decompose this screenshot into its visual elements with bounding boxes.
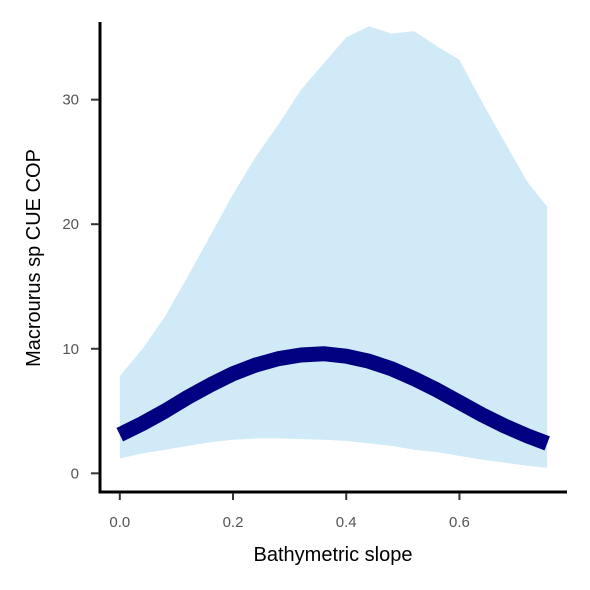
y-tick-label: 0 (71, 465, 79, 482)
x-tick-label: 0.2 (223, 514, 244, 531)
y-tick-label: 20 (62, 216, 79, 233)
y-axis-ticks: 0 10 20 30 (62, 92, 99, 482)
x-axis-ticks: 0.0 0.2 0.4 0.6 (109, 493, 470, 531)
confidence-band (119, 26, 548, 468)
y-tick-label: 30 (62, 92, 79, 109)
x-axis-title: Bathymetric slope (254, 544, 413, 566)
x-tick-label: 0.4 (336, 514, 357, 531)
x-tick-label: 0.6 (449, 514, 470, 531)
x-tick-label: 0.0 (109, 514, 130, 531)
y-axis-title: Macrourus sp CUE COP (23, 149, 45, 367)
confidence-band-layer (119, 26, 548, 468)
fitted-line (116, 346, 550, 451)
fitted-line-layer (116, 346, 550, 451)
y-tick-label: 10 (62, 341, 79, 358)
